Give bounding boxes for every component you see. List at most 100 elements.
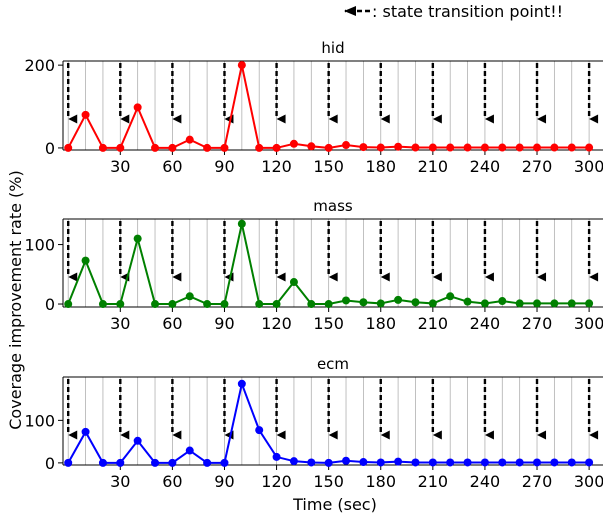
- data-point: [220, 458, 229, 467]
- data-point: [255, 300, 264, 309]
- x-tick-label: 240: [470, 472, 501, 491]
- x-tick-label: 270: [522, 472, 553, 491]
- data-point: [168, 458, 177, 467]
- data-point: [376, 143, 385, 152]
- data-point: [480, 458, 489, 467]
- data-point: [185, 135, 194, 144]
- data-point: [533, 458, 542, 467]
- data-point: [203, 143, 212, 152]
- panel-title: mass: [313, 197, 353, 215]
- data-point: [151, 458, 160, 467]
- data-point: [463, 297, 472, 306]
- data-point: [168, 300, 177, 309]
- data-point: [307, 142, 316, 151]
- x-tick-label: 180: [365, 157, 396, 176]
- x-tick-label: 300: [574, 157, 603, 176]
- data-point: [359, 143, 368, 152]
- data-point: [116, 458, 125, 467]
- panel-title: hid: [321, 39, 344, 57]
- data-point: [342, 141, 351, 150]
- data-point: [81, 110, 90, 119]
- y-tick-label: 200: [24, 56, 55, 75]
- data-point: [237, 379, 246, 388]
- x-tick-label: 240: [470, 157, 501, 176]
- data-point: [428, 143, 437, 152]
- x-tick-label: 90: [214, 472, 234, 491]
- x-axis-label: Time (sec): [292, 495, 377, 514]
- data-point: [324, 458, 333, 467]
- data-point: [428, 458, 437, 467]
- panel-hid: hid 0 200 30 60 90 120 150 180 210 240 270 300: [24, 39, 603, 176]
- x-tick-label: 270: [522, 157, 553, 176]
- data-point: [480, 143, 489, 152]
- data-point: [185, 446, 194, 455]
- legend: : state transition point!!: [344, 2, 563, 21]
- panel-ecm: ecm 0 100 30 60 90 120 150 180 210 240 270 300: [24, 355, 603, 491]
- data-point: [394, 457, 403, 466]
- data-point: [289, 457, 298, 466]
- data-point: [342, 296, 351, 305]
- data-point: [64, 300, 73, 309]
- data-point: [359, 458, 368, 467]
- data-point: [168, 143, 177, 152]
- x-tick-label: 60: [162, 472, 182, 491]
- data-point: [272, 300, 281, 309]
- data-point: [289, 278, 298, 287]
- data-point: [498, 297, 507, 306]
- data-point: [428, 299, 437, 308]
- data-point: [463, 143, 472, 152]
- data-point: [585, 143, 594, 152]
- data-point: [533, 143, 542, 152]
- data-point: [446, 143, 455, 152]
- x-tick-label: 150: [313, 472, 344, 491]
- x-tick-label: 210: [418, 157, 449, 176]
- data-point: [515, 299, 524, 308]
- x-tick-label: 60: [162, 314, 182, 333]
- data-point: [220, 300, 229, 309]
- data-point: [411, 458, 420, 467]
- data-point: [567, 143, 576, 152]
- data-point: [98, 458, 107, 467]
- data-point: [567, 299, 576, 308]
- x-tick-label: 150: [313, 314, 344, 333]
- x-tick-label: 180: [365, 472, 396, 491]
- data-point: [567, 458, 576, 467]
- data-point: [64, 458, 73, 467]
- data-point: [98, 300, 107, 309]
- data-point: [324, 143, 333, 152]
- x-tick-label: 300: [574, 314, 603, 333]
- y-tick-label: 0: [45, 295, 55, 314]
- data-point: [64, 143, 73, 152]
- data-point: [585, 458, 594, 467]
- data-point: [585, 299, 594, 308]
- x-tick-label: 270: [522, 314, 553, 333]
- data-point: [342, 456, 351, 465]
- data-point: [116, 300, 125, 309]
- data-point: [151, 300, 160, 309]
- data-point: [98, 143, 107, 152]
- x-tick-label: 90: [214, 314, 234, 333]
- data-point: [133, 436, 142, 445]
- data-point: [394, 142, 403, 151]
- x-tick-label: 120: [261, 314, 292, 333]
- data-point: [498, 143, 507, 152]
- x-tick-label: 180: [365, 314, 396, 333]
- x-tick-label: 150: [313, 157, 344, 176]
- panel-mass: mass 0 100 30 60 90 120 150 180 210 240 270 300: [24, 197, 603, 333]
- data-point: [255, 426, 264, 435]
- data-point: [533, 299, 542, 308]
- x-tick-label: 300: [574, 472, 603, 491]
- y-tick-label: 100: [24, 411, 55, 430]
- y-tick-label: 0: [45, 139, 55, 158]
- data-point: [515, 458, 524, 467]
- legend-text: : state transition point!!: [372, 2, 563, 21]
- data-point: [237, 61, 246, 70]
- x-tick-label: 120: [261, 472, 292, 491]
- x-tick-label: 90: [214, 157, 234, 176]
- x-tick-label: 240: [470, 314, 501, 333]
- data-point: [203, 458, 212, 467]
- data-point: [272, 452, 281, 461]
- data-point: [324, 300, 333, 309]
- x-tick-label: 60: [162, 157, 182, 176]
